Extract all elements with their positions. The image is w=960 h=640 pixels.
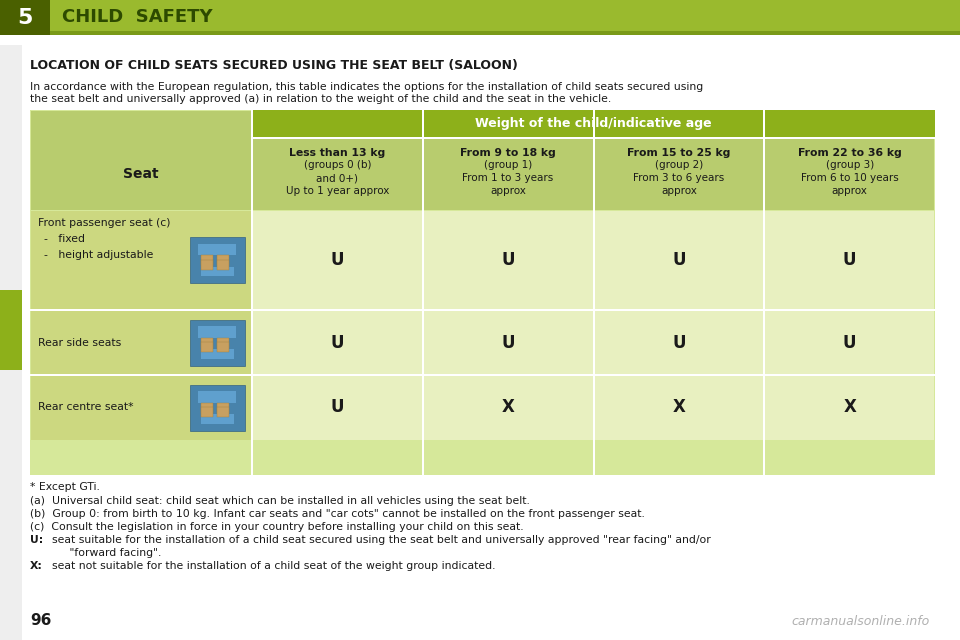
Text: (b)  Group 0: from birth to 10 kg. Infant car seats and "car cots" cannot be ins: (b) Group 0: from birth to 10 kg. Infant… (30, 509, 645, 519)
Bar (198, 244, 236, 255)
Bar (592, 110, 594, 475)
Text: X: X (502, 399, 515, 417)
Bar (217, 403, 228, 413)
Bar (0, 0, 960, 35)
Text: From 15 to 25 kg: From 15 to 25 kg (627, 148, 731, 158)
Text: Less than 13 kg: Less than 13 kg (289, 148, 386, 158)
Bar (252, 110, 935, 138)
Text: 5: 5 (17, 8, 33, 28)
Text: seat suitable for the installation of a child seat secured using the seat belt a: seat suitable for the installation of a … (52, 535, 710, 545)
Text: From 22 to 36 kg: From 22 to 36 kg (798, 148, 901, 158)
Text: 96: 96 (30, 613, 52, 628)
Bar (198, 326, 236, 338)
Bar (189, 237, 245, 283)
Bar (31, 211, 251, 310)
Bar (0, 35, 960, 37)
Bar (423, 376, 592, 440)
Bar (201, 407, 213, 417)
Bar (201, 267, 233, 276)
Bar (189, 385, 245, 431)
Text: U:: U: (30, 535, 43, 545)
Text: carmanualsonline.info: carmanualsonline.info (792, 615, 930, 628)
Text: Front passenger seat (c): Front passenger seat (c) (38, 218, 171, 228)
Text: Rear centre seat*: Rear centre seat* (38, 403, 133, 413)
Text: (group 3)
From 6 to 10 years
approx: (group 3) From 6 to 10 years approx (801, 160, 899, 196)
Bar (252, 137, 935, 139)
Text: -   fixed: - fixed (44, 234, 85, 244)
Text: U: U (330, 333, 344, 351)
Text: U: U (672, 333, 685, 351)
Text: (c)  Consult the legislation in force in your country before installing your chi: (c) Consult the legislation in force in … (30, 522, 523, 532)
Text: seat not suitable for the installation of a child seat of the weight group indic: seat not suitable for the installation o… (52, 561, 495, 571)
Text: (a)  Universal child seat: child seat which can be installed in all vehicles usi: (a) Universal child seat: child seat whi… (30, 496, 530, 506)
Bar (30, 110, 935, 475)
Bar (201, 342, 213, 352)
Bar (594, 311, 763, 375)
Bar (253, 376, 421, 440)
Bar (30, 309, 935, 311)
Bar (423, 139, 592, 210)
Bar (217, 342, 228, 352)
Text: (groups 0 (b)
and 0+)
Up to 1 year approx: (groups 0 (b) and 0+) Up to 1 year appro… (286, 160, 389, 196)
Bar (201, 415, 233, 424)
Text: CHILD  SAFETY: CHILD SAFETY (62, 8, 212, 26)
Bar (594, 139, 763, 210)
Text: the seat belt and universally approved (a) in relation to the weight of the chil: the seat belt and universally approved (… (30, 94, 612, 104)
Text: -   height adjustable: - height adjustable (44, 250, 154, 260)
Bar (198, 392, 236, 403)
Bar (217, 260, 228, 269)
Text: U: U (330, 251, 344, 269)
Text: (group 2)
From 3 to 6 years
approx: (group 2) From 3 to 6 years approx (634, 160, 725, 196)
Bar (31, 376, 251, 440)
Bar (31, 111, 251, 210)
Bar (253, 139, 421, 210)
Text: Seat: Seat (123, 167, 158, 181)
Text: U: U (843, 251, 856, 269)
Bar (253, 311, 421, 375)
Text: U: U (330, 399, 344, 417)
Text: In accordance with the European regulation, this table indicates the options for: In accordance with the European regulati… (30, 82, 704, 92)
Bar (765, 311, 934, 375)
Text: (group 1)
From 1 to 3 years
approx: (group 1) From 1 to 3 years approx (463, 160, 554, 196)
Bar (30, 374, 935, 376)
Bar (201, 260, 213, 269)
Bar (0, 290, 22, 370)
Bar (217, 337, 228, 348)
Bar (189, 319, 245, 365)
Text: U: U (843, 333, 856, 351)
Bar (0, 0, 50, 35)
Bar (201, 403, 213, 413)
Text: U: U (672, 251, 685, 269)
Bar (423, 311, 592, 375)
Text: Weight of the child/indicative age: Weight of the child/indicative age (475, 118, 711, 131)
Text: From 9 to 18 kg: From 9 to 18 kg (460, 148, 556, 158)
Text: LOCATION OF CHILD SEATS SECURED USING THE SEAT BELT (SALOON): LOCATION OF CHILD SEATS SECURED USING TH… (30, 58, 517, 72)
Text: * Except GTi.: * Except GTi. (30, 482, 100, 492)
Bar (217, 407, 228, 417)
Text: X: X (843, 399, 856, 417)
Text: X: X (672, 399, 685, 417)
Bar (253, 211, 421, 310)
Bar (0, 31, 960, 35)
Bar (217, 255, 228, 265)
Bar (765, 139, 934, 210)
Bar (423, 211, 592, 310)
Text: U: U (501, 333, 515, 351)
Bar (594, 376, 763, 440)
Bar (201, 337, 213, 348)
Bar (0, 45, 22, 640)
Bar (594, 211, 763, 310)
Bar (763, 110, 765, 475)
Bar (421, 110, 423, 475)
Text: Rear side seats: Rear side seats (38, 337, 121, 348)
Bar (31, 311, 251, 375)
Bar (251, 110, 253, 475)
Bar (765, 211, 934, 310)
Text: U: U (501, 251, 515, 269)
Bar (201, 255, 213, 265)
Text: "forward facing".: "forward facing". (52, 548, 161, 558)
Text: X:: X: (30, 561, 43, 571)
Bar (765, 376, 934, 440)
Bar (201, 349, 233, 358)
